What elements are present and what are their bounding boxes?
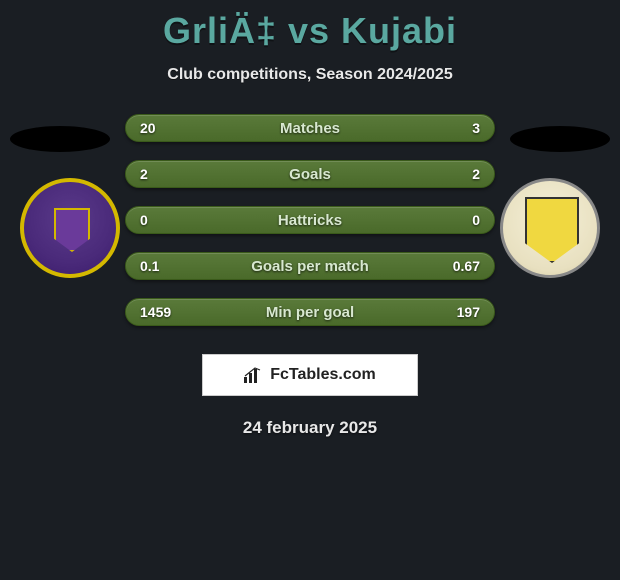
bar-chart-icon xyxy=(244,367,264,383)
club-badge-right xyxy=(500,178,600,278)
stat-label: Goals xyxy=(126,166,494,183)
stat-row-matches: 20 Matches 3 xyxy=(125,114,495,142)
stat-row-goals-per-match: 0.1 Goals per match 0.67 xyxy=(125,252,495,280)
player-right-shadow xyxy=(510,126,610,152)
stat-label: Min per goal xyxy=(126,304,494,321)
stat-label: Matches xyxy=(126,120,494,137)
stat-label: Goals per match xyxy=(126,258,494,275)
stat-row-hattricks: 0 Hattricks 0 xyxy=(125,206,495,234)
stat-label: Hattricks xyxy=(126,212,494,229)
stats-bars: 20 Matches 3 2 Goals 2 0 Hattricks 0 0.1… xyxy=(125,114,495,326)
comparison-subtitle: Club competitions, Season 2024/2025 xyxy=(0,66,620,84)
brand-box: FcTables.com xyxy=(202,354,418,396)
player-left-shadow xyxy=(10,126,110,152)
stat-row-goals: 2 Goals 2 xyxy=(125,160,495,188)
brand-text: FcTables.com xyxy=(270,366,376,384)
stat-row-min-per-goal: 1459 Min per goal 197 xyxy=(125,298,495,326)
comparison-panel: 20 Matches 3 2 Goals 2 0 Hattricks 0 0.1… xyxy=(0,114,620,438)
comparison-title: GrliÄ‡ vs Kujabi xyxy=(0,0,620,52)
club-badge-left xyxy=(20,178,120,278)
comparison-date: 24 february 2025 xyxy=(0,418,620,438)
